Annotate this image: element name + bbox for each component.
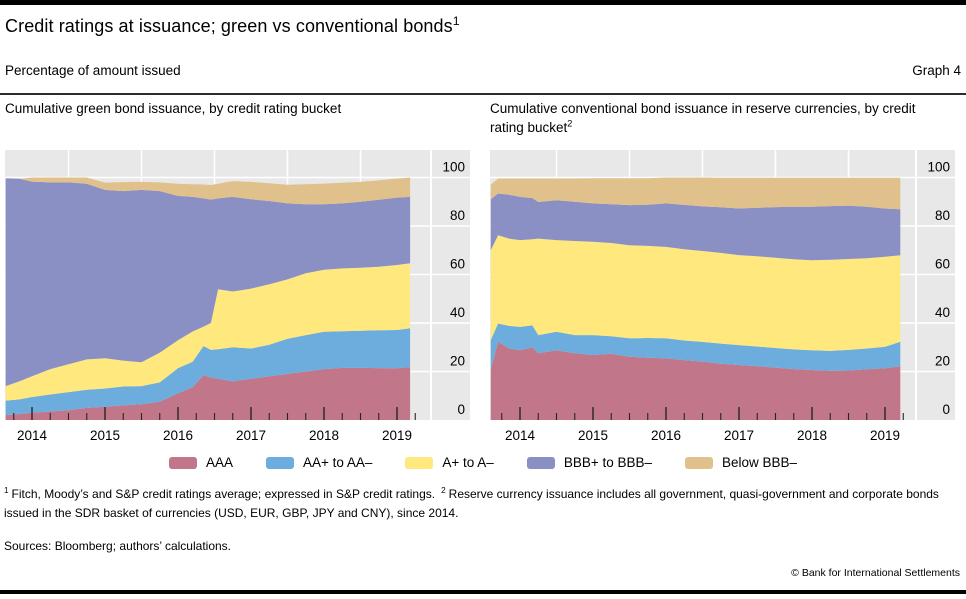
left-panel-title: Cumulative green bond issuance, by credi… [5,99,467,118]
area-aa-to-aa- [490,323,901,371]
y-tick-label: 60 [450,257,465,272]
y-tick-label: 100 [927,160,950,175]
area-aaa [490,341,901,420]
page-title: Credit ratings at issuance; green vs con… [5,14,460,37]
x-tick-label: 2014 [505,428,536,443]
legend-swatch-a [405,456,434,469]
area-below-bbb- [490,177,901,210]
legend-label-bbb: BBB+ to BBB– [563,455,652,470]
footnotes: 1 Fitch, Moody’s and S&P credit ratings a… [4,485,962,524]
area-below-bbb- [5,177,411,205]
y-tick-label: 80 [935,208,950,223]
y-tick-label: 20 [450,354,465,369]
x-tick-label: 2018 [309,428,339,443]
x-tick-label: 2015 [90,428,120,443]
area-a-to-a- [5,263,411,401]
footnote-1-marker: 1 [4,486,9,495]
conventional-bond-stacked-area-chart: 0 20 40 60 80 100 2014 2015 2016 2017 2018 2019 [490,150,955,446]
area-aaa [5,367,411,420]
legend-swatch-aaa [168,456,197,469]
legend-swatch-below-bbb [685,456,713,469]
left-panel-title-text: Cumulative green bond issuance, by credi… [5,101,342,116]
legend-swatch-bbb [526,456,555,469]
bottom-rule-bar [0,590,966,594]
area-bbb-to-bbb- [5,178,411,387]
legend-label-a: A+ to A– [442,455,494,470]
units-subtitle: Percentage of amount issued [5,63,181,78]
legend-item-bbb: BBB+ to BBB– [526,455,652,470]
x-tick-label: 2016 [651,428,681,443]
right-panel-title-text: Cumulative conventional bond issuance in… [490,101,916,136]
graph-number-label: Graph 4 [912,63,961,78]
footnote-1-text: Fitch, Moody’s and S&P credit ratings av… [11,487,436,501]
y-tick-label: 60 [935,257,950,272]
legend-label-aaa: AAA [205,455,233,470]
x-tick-label: 2017 [236,428,266,443]
right-panel-title: Cumulative conventional bond issuance in… [490,99,942,137]
area-a-to-a- [490,235,901,351]
x-tick-label: 2015 [578,428,608,443]
legend-item-aaa: AAA [168,455,233,470]
chart-svg: 0 20 40 60 80 100 2014 2015 2016 2017 2018 2019 [490,150,955,443]
right-panel-title-marker: 2 [567,118,573,129]
y-tick-label: 0 [942,402,950,417]
legend-item-below-bbb: Below BBB– [685,455,797,470]
legend-label-aa: AA+ to AA– [302,455,373,470]
y-tick-label: 20 [935,354,950,369]
y-tick-label: 40 [935,305,950,320]
top-rule-bar [0,0,966,5]
legend-swatch-aa [265,456,294,469]
footnote-2-text: Reserve currency issuance includes all g… [4,487,939,521]
chart-legend: AAA AA+ to AA– A+ to A– BBB+ to BBB– Bel… [0,455,966,470]
green-bond-stacked-area-chart: 0 20 40 60 80 100 2014 2015 2016 2017 2018 2019 [5,150,470,446]
sources-line: Sources: Bloomberg; authors’ calculation… [4,539,232,553]
header-divider [0,93,966,95]
legend-label-below-bbb: Below BBB– [722,455,798,470]
y-tick-label: 80 [450,208,465,223]
page-title-text: Credit ratings at issuance; green vs con… [5,16,453,36]
y-tick-label: 100 [442,160,465,175]
chart-svg: 0 20 40 60 80 100 2014 2015 2016 2017 2018 2019 [5,150,470,443]
legend-item-a: A+ to A– [405,455,494,470]
y-tick-label: 40 [450,305,465,320]
y-tick-label: 0 [457,402,465,417]
x-tick-label: 2014 [17,428,48,443]
x-tick-label: 2017 [724,428,754,443]
x-tick-label: 2019 [870,428,900,443]
x-tick-label: 2019 [382,428,412,443]
page-title-footnote-marker: 1 [452,14,460,28]
x-tick-label: 2018 [797,428,827,443]
area-bbb-to-bbb- [490,193,901,261]
area-aa-to-aa- [5,328,411,416]
x-tick-label: 2016 [163,428,193,443]
legend-item-aa: AA+ to AA– [265,455,373,470]
footnote-2-marker: 2 [441,486,446,495]
copyright-line: © Bank for International Settlements [791,567,960,579]
